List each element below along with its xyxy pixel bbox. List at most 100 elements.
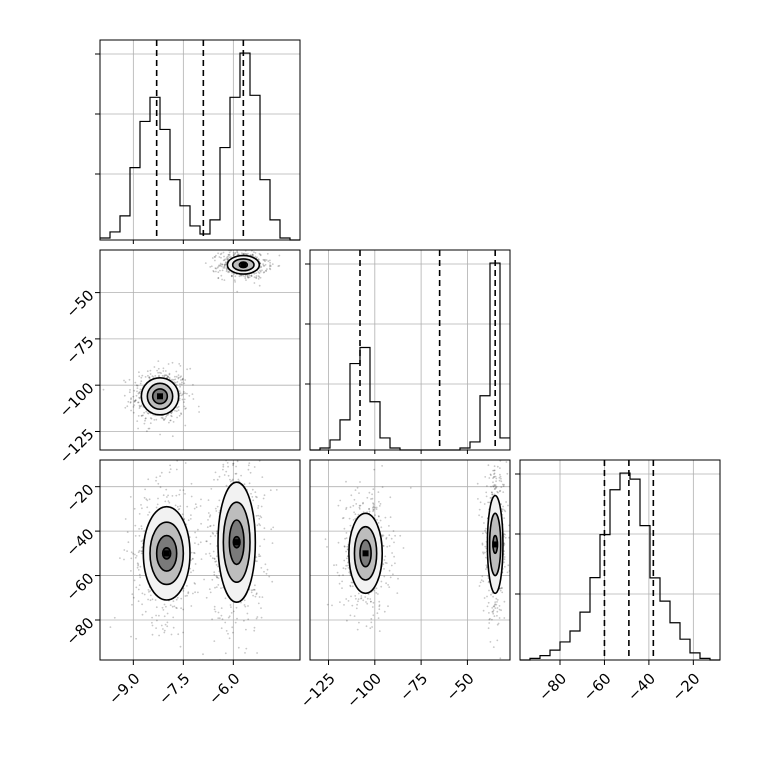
sample-point [137,563,140,566]
sample-point [133,404,136,406]
sample-point [371,493,373,496]
sample-point [222,465,225,468]
sample-point [486,595,488,598]
y-tick-label: −40 [62,525,97,560]
sample-point [214,507,217,510]
sample-point [213,605,216,608]
sample-point [341,587,343,589]
sample-point [495,480,497,483]
sample-point [143,530,146,532]
sample-point [182,631,185,634]
sample-point [191,558,194,560]
sample-point [342,567,345,570]
sample-point [390,537,393,540]
sample-point [253,251,255,254]
sample-point [222,463,225,466]
sample-point [184,595,187,597]
sample-point [496,446,498,448]
sample-point [497,491,499,494]
sample-point [136,390,138,393]
sample-point [244,275,247,278]
sample-point [502,505,504,508]
sample-point [499,475,502,478]
sample-point [264,263,267,266]
sample-point [254,584,256,587]
sample-point [342,517,345,519]
sample-point [216,555,218,558]
sample-point [262,271,265,274]
sample-point [372,507,374,509]
sample-point [225,484,228,487]
sample-point [124,518,127,520]
sample-point [503,543,506,545]
sample-point [226,258,229,261]
sample-point [154,374,157,377]
sample-point [253,276,256,279]
sample-point [169,419,172,422]
sample-point [237,412,239,414]
sample-point [149,373,152,375]
sample-point [235,465,238,468]
sample-point [502,485,505,487]
sample-point [204,262,207,264]
sample-point [337,541,340,544]
sample-point [140,376,143,379]
sample-point [241,252,243,255]
sample-point [242,252,245,255]
sample-point [488,501,491,504]
sample-point [491,491,493,494]
sample-point [349,614,352,617]
sample-point [102,388,105,391]
sample-point [254,252,257,254]
sample-point [156,503,159,506]
sample-point [492,476,495,479]
sample-point [130,635,132,638]
sample-point [232,462,235,465]
sample-point [182,590,185,592]
sample-point [168,377,171,379]
density-contour [140,376,180,416]
sample-point [167,363,170,365]
sample-point [182,392,185,395]
sample-point [140,550,143,553]
sample-point [211,531,214,534]
sample-point [157,367,160,370]
sample-point [194,583,197,585]
sample-point [174,409,176,412]
sample-point [162,419,165,421]
sample-point [209,525,211,528]
sample-point [214,610,217,613]
sample-point [226,268,228,271]
sample-point [154,599,157,601]
sample-point [194,563,197,565]
sample-point [484,551,486,554]
sample-point [181,377,184,380]
sample-point [505,461,508,463]
sample-point [178,493,181,496]
sample-point [251,488,254,491]
sample-point [184,424,187,427]
sample-point [230,247,232,249]
joint-panel-1-3 [99,412,301,661]
sample-point [269,489,272,492]
sample-point [175,384,178,386]
sample-point [351,604,354,607]
sample-point [238,480,241,483]
sample-point [384,561,387,564]
sample-point [490,496,493,499]
sample-point [167,376,170,378]
sample-point [499,473,501,476]
sample-point [129,389,131,391]
density-contour [486,494,504,595]
sample-point [132,406,135,408]
sample-point [192,398,195,400]
sample-point [343,527,346,530]
sample-point [185,407,187,410]
sample-point [177,409,180,412]
sample-point [160,471,163,474]
sample-point [171,378,174,381]
sample-point [149,422,152,425]
sample-point [128,391,131,394]
sample-point [220,607,223,609]
